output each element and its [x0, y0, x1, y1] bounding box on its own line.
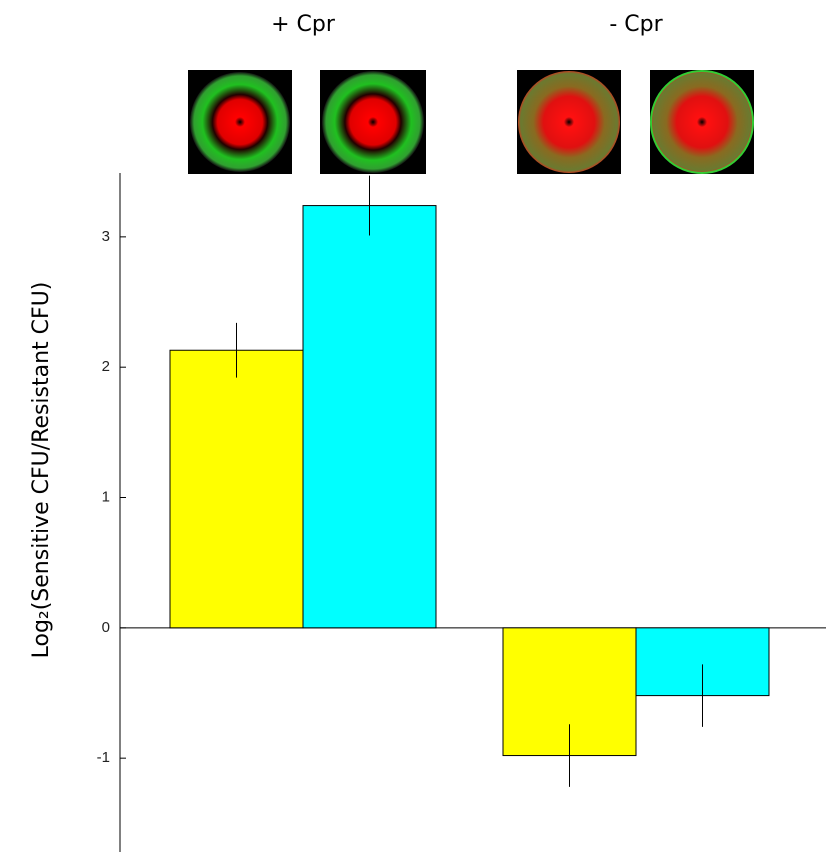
dish — [322, 71, 424, 173]
dish — [651, 71, 753, 173]
y-tick-label: 2 — [102, 358, 110, 375]
category-label: - Cpr — [609, 12, 663, 37]
y-tick-label: 3 — [102, 228, 110, 245]
y-axis-label: Log₂(Sensitive CFU/Resistant CFU) — [29, 282, 54, 659]
chart: Log₂(Sensitive CFU/Resistant CFU) -1 0 1 2 3… — [0, 0, 826, 854]
dish-images — [188, 70, 754, 174]
y-tick-label: 1 — [102, 488, 110, 505]
page: Log₂(Sensitive CFU/Resistant CFU) -1 0 1 2 3… — [0, 0, 826, 854]
bar — [303, 206, 436, 628]
dish — [518, 71, 620, 173]
y-tick-label: 0 — [102, 619, 110, 636]
bar — [170, 350, 303, 628]
y-tick-label: -1 — [97, 749, 110, 766]
category-label: + Cpr — [271, 12, 336, 37]
dish — [190, 72, 290, 172]
